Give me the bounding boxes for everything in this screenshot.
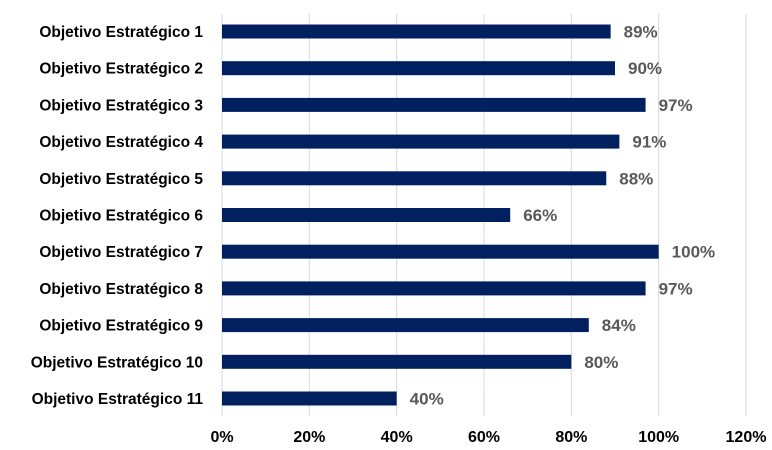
bar <box>222 24 611 39</box>
category-label: Objetivo Estratégico 8 <box>39 281 203 298</box>
x-axis-tick-labels: 0% 20% 40% 60% 80% 100% 120% <box>210 429 766 446</box>
data-label: 97% <box>659 279 693 298</box>
data-label: 100% <box>672 243 715 262</box>
data-label: 97% <box>659 96 693 115</box>
category-labels: Objetivo Estratégico 1 Objetivo Estratégi… <box>31 24 204 408</box>
category-label: Objetivo Estratégico 2 <box>39 61 203 78</box>
x-tick-label: 20% <box>293 429 325 446</box>
bar <box>222 318 589 333</box>
data-label: 84% <box>602 316 636 335</box>
bar <box>222 281 646 296</box>
bar <box>222 171 607 186</box>
data-label: 89% <box>624 23 658 42</box>
x-tick-label: 0% <box>210 429 233 446</box>
bar <box>222 391 397 406</box>
data-label: 66% <box>523 206 557 225</box>
bars <box>222 24 659 406</box>
bar <box>222 97 646 112</box>
data-label: 88% <box>619 169 653 188</box>
bar <box>222 134 620 149</box>
data-label: 91% <box>632 133 666 152</box>
data-labels: 89% 90% 97% 91% 88% 66% 100% 97% 84% 80% 40% <box>410 23 715 409</box>
category-label: Objetivo Estratégico 7 <box>39 244 203 261</box>
data-label: 90% <box>628 59 662 78</box>
x-tick-label: 100% <box>638 429 679 446</box>
category-label: Objetivo Estratégico 9 <box>39 318 203 335</box>
bar <box>222 61 615 76</box>
x-tick-label: 120% <box>726 429 767 446</box>
category-label: Objetivo Estratégico 4 <box>39 134 203 151</box>
x-tick-label: 60% <box>468 429 500 446</box>
category-label: Objetivo Estratégico 1 <box>39 24 203 41</box>
data-label: 40% <box>410 390 444 409</box>
bar <box>222 354 572 369</box>
category-label: Objetivo Estratégico 10 <box>31 354 203 371</box>
category-label: Objetivo Estratégico 3 <box>39 97 203 114</box>
x-tick-label: 80% <box>555 429 587 446</box>
category-label: Objetivo Estratégico 11 <box>32 391 204 408</box>
data-label: 80% <box>584 353 618 372</box>
x-tick-label: 40% <box>381 429 413 446</box>
bar <box>222 244 659 259</box>
category-label: Objetivo Estratégico 6 <box>39 208 203 225</box>
category-label: Objetivo Estratégico 5 <box>39 171 203 188</box>
bar <box>222 208 511 222</box>
